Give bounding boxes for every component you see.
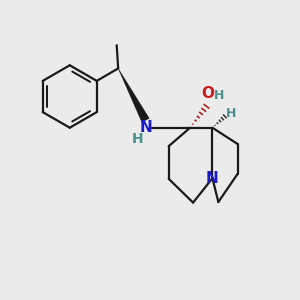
Text: N: N bbox=[206, 171, 219, 186]
Text: O: O bbox=[202, 86, 214, 101]
Text: H: H bbox=[131, 132, 143, 146]
Polygon shape bbox=[118, 68, 149, 122]
Text: H: H bbox=[226, 107, 236, 120]
Text: H: H bbox=[214, 89, 224, 102]
Text: N: N bbox=[140, 120, 152, 135]
